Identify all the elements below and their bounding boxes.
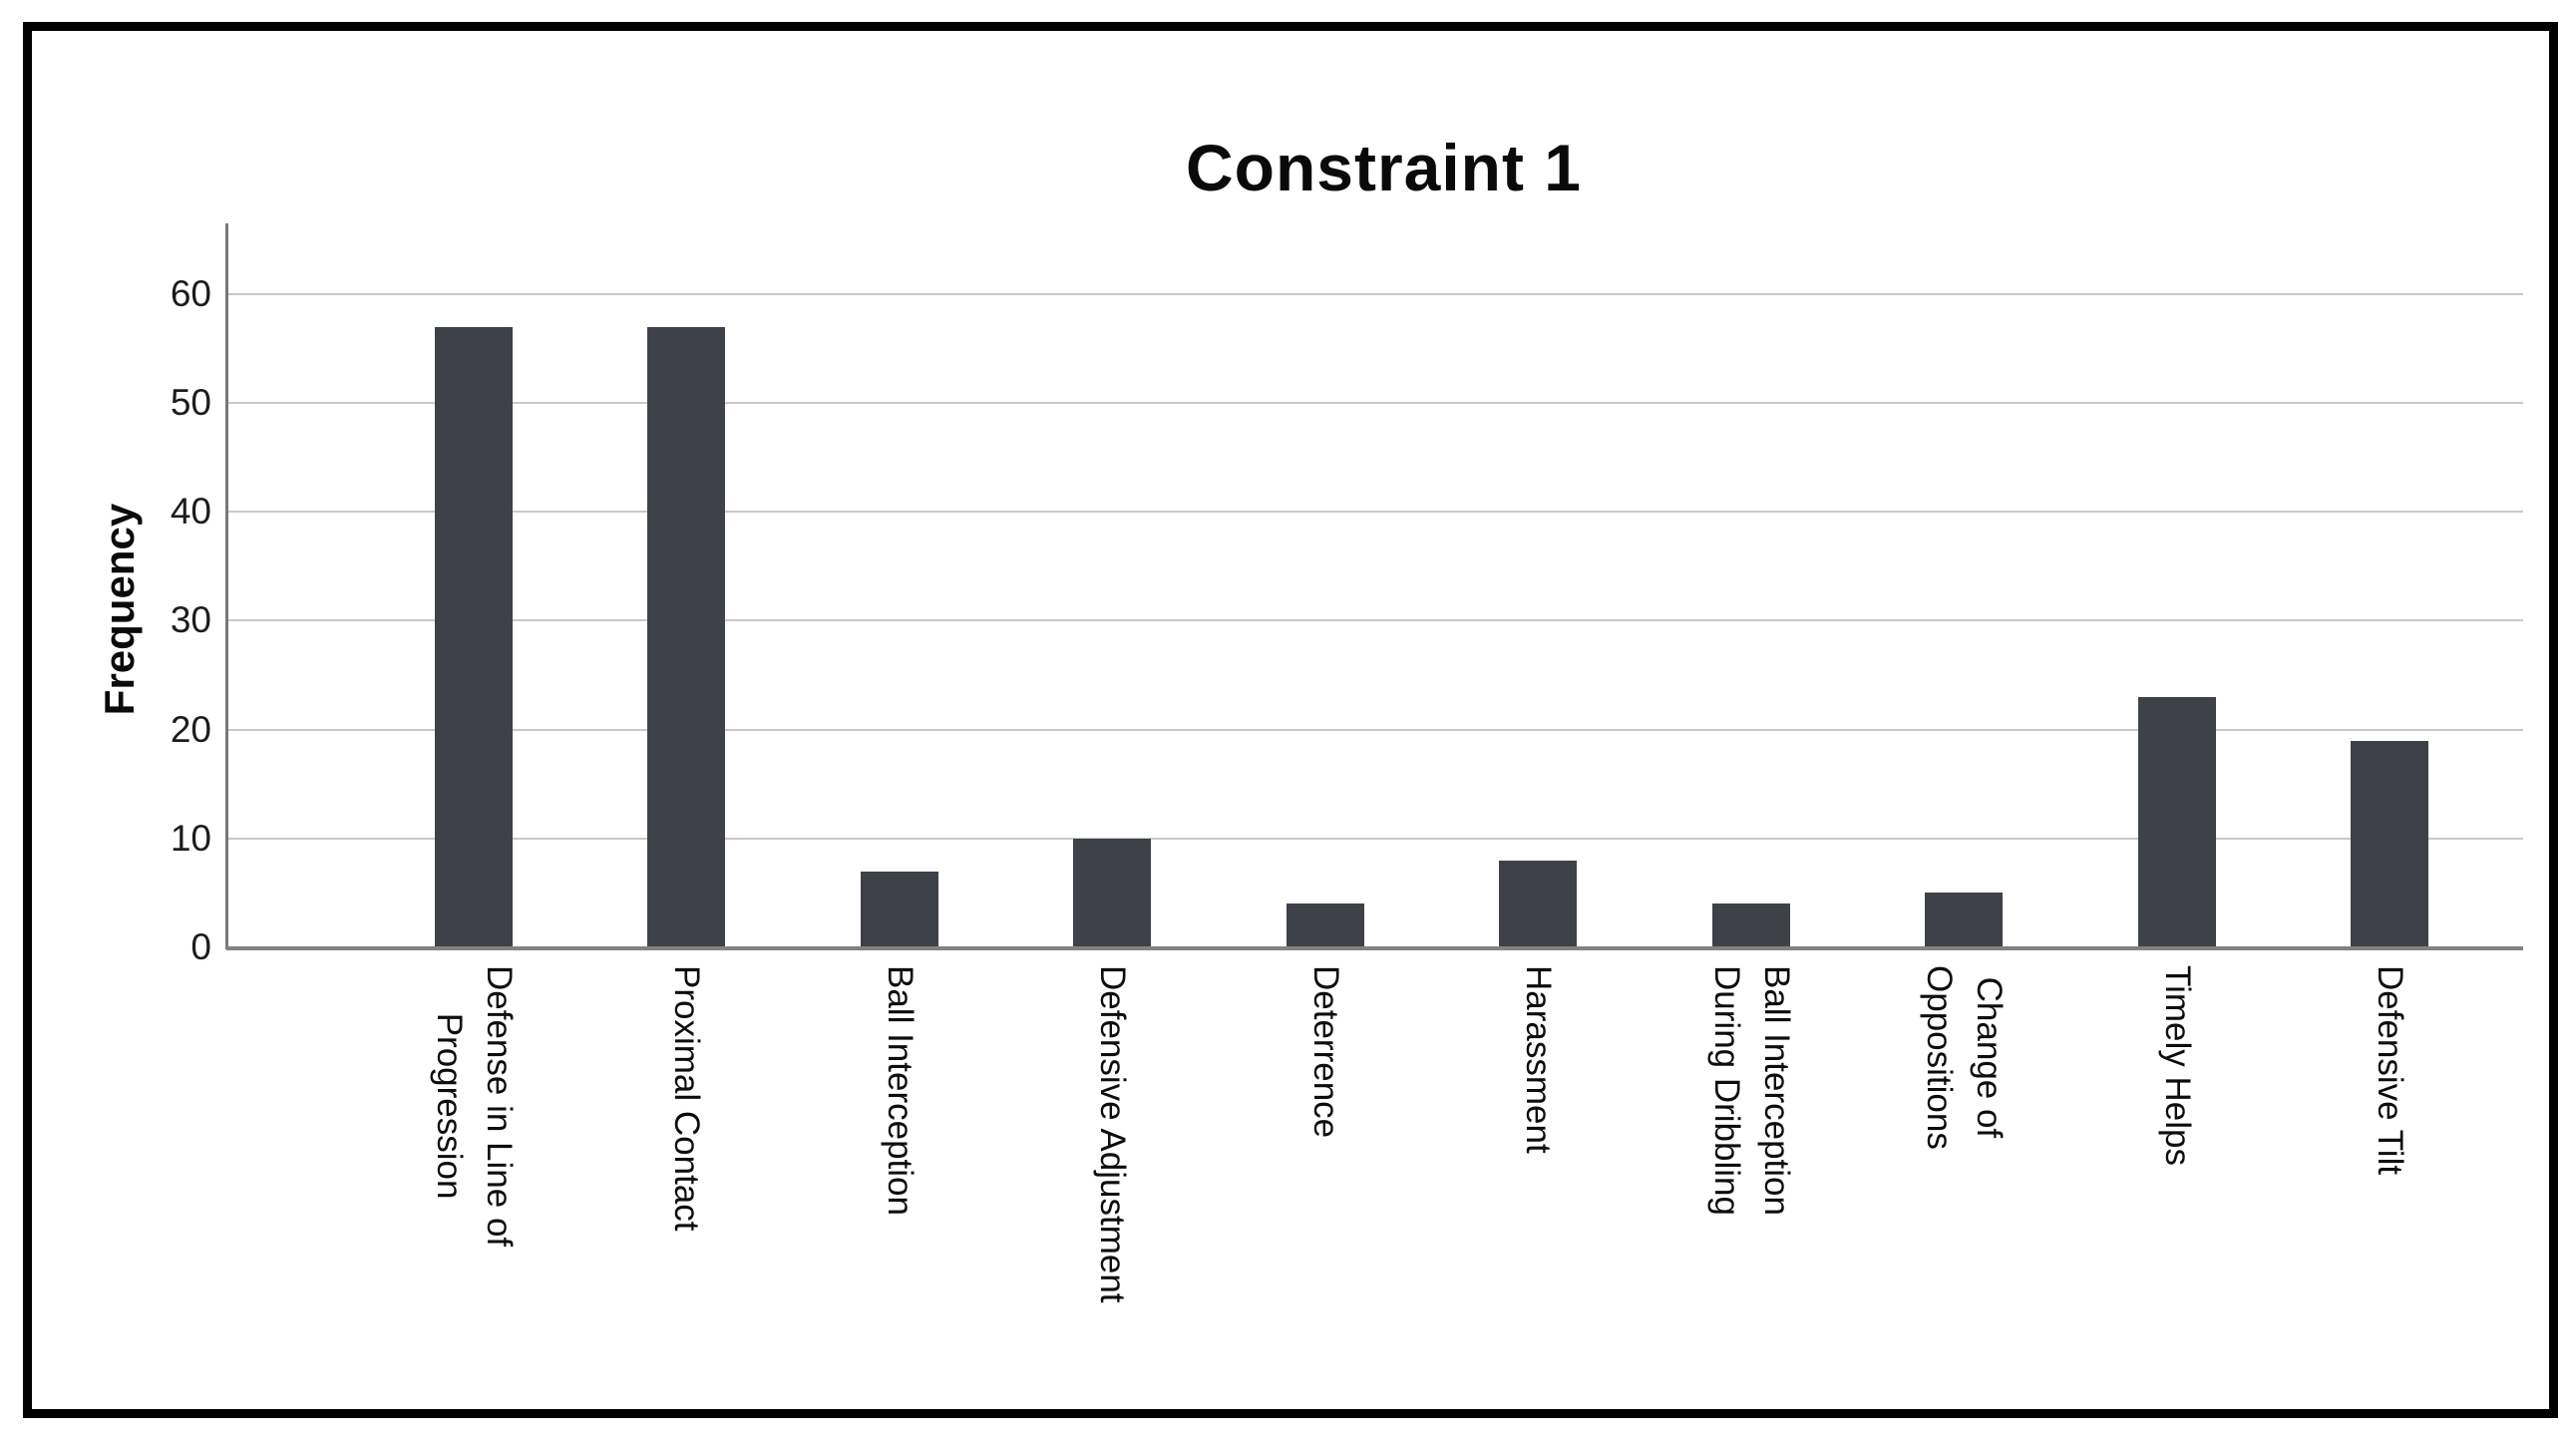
y-tick-label: 40 — [170, 491, 211, 533]
x-category-label-anchor: Deterrence — [1306, 965, 1523, 1138]
bar — [647, 326, 726, 947]
x-category-label: Defensive Tilt — [2370, 965, 2409, 1176]
y-tick-label: 0 — [190, 926, 211, 967]
bar — [2350, 740, 2428, 947]
x-category-label: Defense in Line of Progression — [430, 965, 519, 1248]
y-tick-label: 60 — [170, 272, 211, 314]
h-gridline — [226, 511, 2523, 514]
x-category-label: Ball Interception During Dribbling — [1706, 965, 1796, 1216]
x-axis-line — [226, 946, 2523, 950]
bar — [1286, 903, 1364, 947]
x-category-label: Proximal Contact — [667, 965, 707, 1232]
y-axis-line — [225, 223, 228, 949]
y-tick-label: 20 — [170, 708, 211, 750]
bar — [1925, 893, 2004, 947]
bar — [2137, 696, 2216, 947]
h-gridline — [226, 837, 2523, 840]
h-gridline — [226, 402, 2523, 404]
x-category-label: Deterrence — [1305, 965, 1345, 1139]
bar — [1711, 903, 1790, 947]
x-category-label: Timely Helps — [2157, 965, 2197, 1166]
y-tick-label: 30 — [170, 599, 211, 641]
bar — [860, 871, 938, 947]
h-gridline — [226, 619, 2523, 622]
bar — [435, 326, 513, 947]
y-tick-label: 50 — [170, 382, 211, 423]
y-tick-label: 10 — [170, 817, 211, 859]
x-category-label: Defensive Adjustment — [1093, 965, 1133, 1303]
h-gridline — [226, 292, 2523, 295]
x-category-label: Harassment — [1519, 965, 1559, 1154]
x-category-label: Change of Oppositions — [1920, 965, 2010, 1150]
x-category-label: Ball Interception — [880, 965, 920, 1216]
x-category-label-anchor: Defensive Tilt — [2371, 965, 2576, 1175]
h-gridline — [226, 728, 2523, 731]
bar — [1073, 838, 1152, 947]
bar — [1499, 860, 1578, 947]
chart-title: Constraint 1 — [1185, 131, 1583, 204]
chart-frame-border: Constraint 1 Frequency 0 10 20 30 40 50 60 Defe… — [23, 22, 2558, 1418]
